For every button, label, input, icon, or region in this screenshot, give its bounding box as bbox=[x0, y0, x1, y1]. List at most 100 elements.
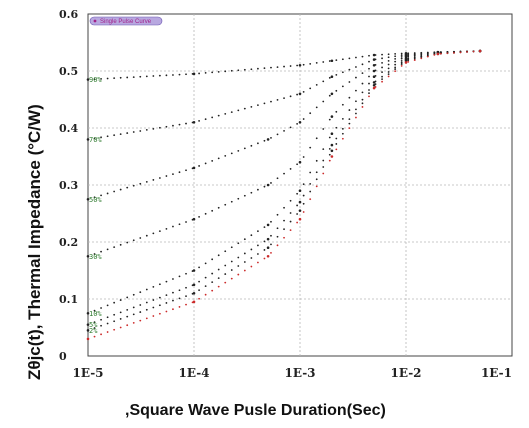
curve-dot bbox=[289, 168, 292, 170]
curve-dot bbox=[315, 159, 318, 162]
curve-dot bbox=[178, 306, 181, 308]
curve-dot bbox=[158, 177, 161, 179]
curve-dot bbox=[302, 90, 305, 93]
curve-dot bbox=[191, 292, 194, 295]
curve-dot bbox=[276, 235, 279, 238]
curve-dot bbox=[217, 157, 220, 160]
curve-dot bbox=[119, 311, 122, 314]
data-point bbox=[298, 64, 302, 67]
curve-dot bbox=[106, 192, 109, 195]
curve-dot bbox=[230, 111, 233, 114]
curve-dot bbox=[172, 278, 174, 280]
curve-dot bbox=[374, 58, 377, 61]
data-point bbox=[298, 189, 302, 192]
curve-dot bbox=[381, 66, 383, 69]
curve-dot bbox=[217, 206, 220, 209]
curve-dot bbox=[400, 63, 403, 65]
curve-dot bbox=[198, 120, 200, 122]
duty-cycle-label: 90% bbox=[89, 76, 102, 84]
curve-dot bbox=[426, 55, 429, 58]
curve-dot bbox=[211, 71, 214, 74]
curve-dot bbox=[119, 243, 122, 246]
curve-dot bbox=[394, 63, 397, 66]
curve-dot bbox=[250, 265, 253, 268]
curve-dot bbox=[87, 338, 89, 340]
curve-dot bbox=[289, 126, 292, 129]
curve-dot bbox=[224, 264, 227, 267]
curve-dot bbox=[387, 67, 390, 70]
data-point bbox=[372, 83, 376, 87]
curve-dot bbox=[250, 144, 253, 147]
curve-dot bbox=[413, 57, 416, 60]
curve-dot bbox=[315, 62, 318, 64]
y-tick-label: 0.6 bbox=[59, 8, 78, 21]
curve-dot bbox=[355, 112, 357, 115]
data-point bbox=[298, 217, 302, 221]
curve-dot bbox=[172, 291, 174, 294]
curve-dot bbox=[230, 260, 233, 263]
curve-dot bbox=[132, 306, 135, 309]
curve-dot bbox=[263, 240, 266, 243]
curve-dot bbox=[289, 220, 292, 223]
curve-dot bbox=[211, 160, 214, 162]
curve-dot bbox=[348, 109, 351, 111]
curve-dot bbox=[394, 68, 397, 70]
curve-dot bbox=[185, 221, 187, 223]
curve-dot bbox=[132, 131, 135, 133]
curve-dot bbox=[126, 76, 129, 79]
curve-dot bbox=[276, 177, 279, 180]
curve-dot bbox=[433, 53, 436, 56]
curve-dot bbox=[211, 258, 214, 261]
curve-dot bbox=[198, 289, 200, 292]
curve-dot bbox=[178, 73, 181, 76]
curve-dot bbox=[302, 211, 305, 213]
curve-dot bbox=[139, 319, 142, 322]
curve-dot bbox=[270, 220, 272, 223]
curve-dot bbox=[93, 196, 96, 199]
curve-dot bbox=[100, 250, 102, 253]
curve-dot bbox=[387, 53, 390, 56]
curve-dot bbox=[113, 190, 116, 193]
curve-dot bbox=[400, 65, 403, 67]
curve-dot bbox=[217, 114, 220, 117]
curve-dot bbox=[413, 59, 416, 62]
curve-dot bbox=[100, 194, 102, 197]
curve-dot bbox=[302, 202, 305, 205]
curve-dot bbox=[400, 56, 403, 58]
curve-dot bbox=[289, 229, 292, 232]
curve-dot bbox=[276, 133, 279, 136]
curve-dot bbox=[250, 248, 253, 251]
curve-dot bbox=[283, 219, 285, 222]
curve-dot bbox=[119, 318, 122, 320]
curve-dot bbox=[374, 83, 377, 86]
curve-dot bbox=[243, 261, 246, 263]
curve-dot bbox=[237, 69, 240, 72]
curve-dot bbox=[106, 77, 109, 80]
curve-dot bbox=[172, 299, 174, 302]
curve-dot bbox=[158, 304, 161, 307]
data-point bbox=[298, 160, 302, 164]
data-point bbox=[266, 138, 270, 141]
curve-dot bbox=[322, 61, 325, 63]
curve-dot bbox=[100, 77, 102, 80]
curve-dot bbox=[211, 281, 214, 284]
curve-dot bbox=[119, 133, 122, 136]
curve-dot bbox=[257, 104, 259, 107]
curve-dot bbox=[322, 100, 325, 103]
curve-dot bbox=[341, 118, 344, 120]
curve-dot bbox=[453, 51, 455, 54]
curve-dot bbox=[374, 54, 377, 56]
data-point bbox=[266, 237, 270, 241]
curve-dot bbox=[100, 136, 102, 139]
data-point bbox=[330, 143, 334, 147]
curve-dot bbox=[302, 156, 305, 158]
curve-dot bbox=[341, 103, 344, 106]
curve-dot bbox=[302, 118, 305, 120]
x-axis-label: ,Square Wave Pusle Duration(Sec) bbox=[125, 402, 386, 419]
curve-dot bbox=[191, 73, 194, 75]
curve-dot bbox=[191, 121, 194, 124]
curve-dot bbox=[217, 254, 220, 257]
curve-dot bbox=[237, 265, 240, 267]
curve-dot bbox=[243, 252, 246, 255]
curve-dot bbox=[335, 148, 338, 151]
